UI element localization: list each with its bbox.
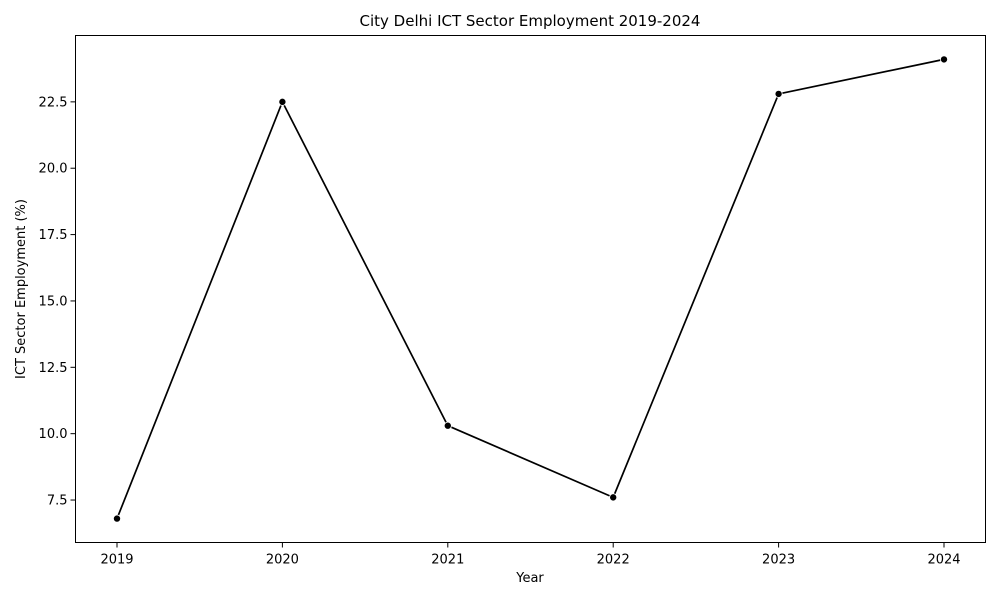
y-tick-label: 20.0 <box>39 162 68 177</box>
y-tick-label: 7.5 <box>47 494 68 509</box>
y-tick-label: 22.5 <box>39 95 68 110</box>
data-point-2023 <box>774 89 783 98</box>
x-tick-label: 2020 <box>266 553 299 568</box>
x-tick-label: 2021 <box>431 553 464 568</box>
x-tick-label: 2022 <box>597 553 630 568</box>
y-tick-label: 15.0 <box>39 294 68 309</box>
x-tick-label: 2024 <box>927 553 960 568</box>
data-point-2021 <box>443 421 452 430</box>
series-layer <box>113 55 949 523</box>
data-point-2024 <box>940 55 949 64</box>
data-point-2020 <box>278 97 287 106</box>
y-tick-label: 17.5 <box>39 228 68 243</box>
y-axis-label: ICT Sector Employment (%) <box>14 199 29 379</box>
series-line <box>116 58 945 519</box>
x-axis-label: Year <box>515 571 544 586</box>
plot-area: 7.5 10.0 12.5 15.0 17.5 20.0 22.5 2019 2020 2021… <box>39 35 986 568</box>
y-axis: 7.5 10.0 12.5 15.0 17.5 20.0 22.5 <box>39 95 76 509</box>
data-point-2022 <box>609 493 618 502</box>
x-tick-label: 2023 <box>762 553 795 568</box>
chart-title: City Delhi ICT Sector Employment 2019-20… <box>360 12 701 30</box>
x-axis: 2019 2020 2021 2022 2023 2024 <box>100 542 961 568</box>
y-tick-label: 10.0 <box>39 427 68 442</box>
data-point-2019 <box>113 514 122 523</box>
x-tick-label: 2019 <box>100 553 133 568</box>
y-tick-label: 12.5 <box>39 361 68 376</box>
axes-frame <box>75 35 986 543</box>
